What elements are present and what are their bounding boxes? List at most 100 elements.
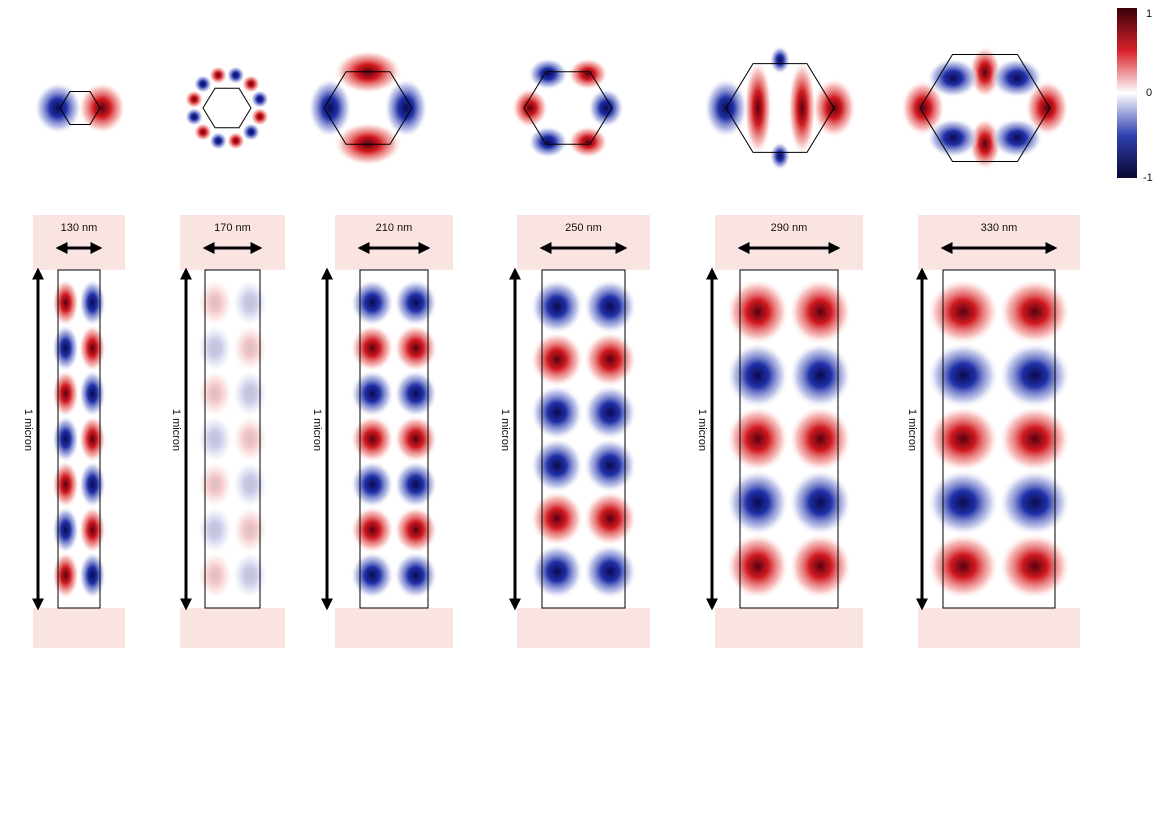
field-lobe: [197, 279, 232, 326]
field-lobe: [52, 552, 79, 599]
field-lobe: [78, 82, 126, 134]
figure: 1 0 -1 130 nm1 micron170 nm1 micron210 n…: [0, 0, 1158, 813]
field-lobe: [512, 88, 548, 128]
field-lobe: [789, 533, 852, 599]
field-lobe: [530, 332, 583, 387]
field-lobe: [726, 342, 789, 408]
width-label: 290 nm: [771, 222, 808, 234]
field-lobe: [350, 370, 394, 417]
field-lobe: [927, 470, 999, 536]
field-lobe: [789, 406, 852, 472]
colorbar-min: -1: [1143, 172, 1153, 184]
height-label: 1 micron: [696, 409, 708, 451]
field-lobe: [350, 415, 394, 462]
field-lobe: [350, 552, 394, 599]
field-lobe: [726, 470, 789, 536]
height-label: 1 micron: [499, 409, 511, 451]
field-lobe: [197, 325, 232, 372]
height-label: 1 micron: [906, 409, 918, 451]
field-lobe: [52, 415, 79, 462]
height-label: 1 micron: [22, 409, 34, 451]
hexagon-outline: [203, 88, 251, 127]
field-lobe: [394, 461, 438, 508]
field-lobe: [233, 461, 268, 508]
field-lobe: [251, 108, 269, 126]
field-lobe: [999, 342, 1071, 408]
field-lobe: [991, 118, 1043, 158]
field-lobe: [197, 506, 232, 553]
colorbar: [1117, 8, 1137, 178]
field-lobe: [251, 90, 269, 108]
field-lobe: [999, 533, 1071, 599]
field-lobe: [233, 506, 268, 553]
field-lobe: [52, 325, 79, 372]
field-lobe: [394, 506, 438, 553]
field-lobe: [789, 470, 852, 536]
field-lobe: [79, 325, 106, 372]
field-lobe: [991, 58, 1043, 98]
field-lobe: [788, 60, 816, 156]
field-glow: [715, 608, 863, 648]
field-glow: [517, 608, 650, 648]
field-lobe: [584, 332, 637, 387]
field-lobe: [789, 279, 852, 345]
field-lobe: [185, 90, 203, 108]
width-label: 170 nm: [214, 222, 251, 234]
field-lobe: [726, 533, 789, 599]
field-glow: [918, 608, 1080, 648]
width-label: 210 nm: [376, 222, 413, 234]
field-lobe: [194, 123, 212, 141]
field-lobe: [927, 342, 999, 408]
field-lobe: [394, 370, 438, 417]
height-label: 1 micron: [311, 409, 323, 451]
field-lobe: [394, 279, 438, 326]
colorbar-mid: 0: [1146, 87, 1152, 99]
field-lobe: [227, 66, 245, 84]
field-lobe: [584, 385, 637, 440]
field-lobe: [584, 279, 637, 334]
field-lobe: [726, 279, 789, 345]
field-lobe: [394, 415, 438, 462]
field-lobe: [789, 342, 852, 408]
field-glow: [33, 608, 125, 648]
field-lobe: [197, 552, 232, 599]
field-lobe: [197, 370, 232, 417]
field-lobe: [927, 406, 999, 472]
field-lobe: [79, 415, 106, 462]
width-label: 250 nm: [565, 222, 602, 234]
field-lobe: [394, 552, 438, 599]
field-lobe: [194, 75, 212, 93]
field-lobe: [79, 279, 106, 326]
field-lobe: [34, 82, 82, 134]
field-lobe: [350, 461, 394, 508]
field-lobe: [528, 58, 568, 90]
field-lobe: [530, 438, 583, 493]
field-lobe: [530, 491, 583, 546]
field-lobe: [726, 406, 789, 472]
field-lobe: [927, 58, 979, 98]
field-lobe: [530, 279, 583, 334]
field-lobe: [79, 506, 106, 553]
field-lobe: [233, 552, 268, 599]
field-lobe: [79, 370, 106, 417]
field-glow: [335, 608, 453, 648]
field-lobe: [530, 544, 583, 599]
field-lobe: [52, 506, 79, 553]
field-lobe: [927, 118, 979, 158]
field-lobe: [209, 132, 227, 150]
field-lobe: [185, 108, 203, 126]
field-lobe: [584, 544, 637, 599]
field-lobe: [308, 78, 352, 138]
field-lobe: [350, 325, 394, 372]
field-lobe: [999, 279, 1071, 345]
field-lobe: [568, 58, 608, 90]
field-lobe: [197, 415, 232, 462]
field-lobe: [588, 88, 624, 128]
field-lobe: [227, 132, 245, 150]
field-lobe: [394, 325, 438, 372]
width-label: 130 nm: [61, 222, 98, 234]
field-lobe: [744, 60, 772, 156]
field-lobe: [927, 533, 999, 599]
field-lobe: [999, 406, 1071, 472]
field-lobe: [350, 279, 394, 326]
